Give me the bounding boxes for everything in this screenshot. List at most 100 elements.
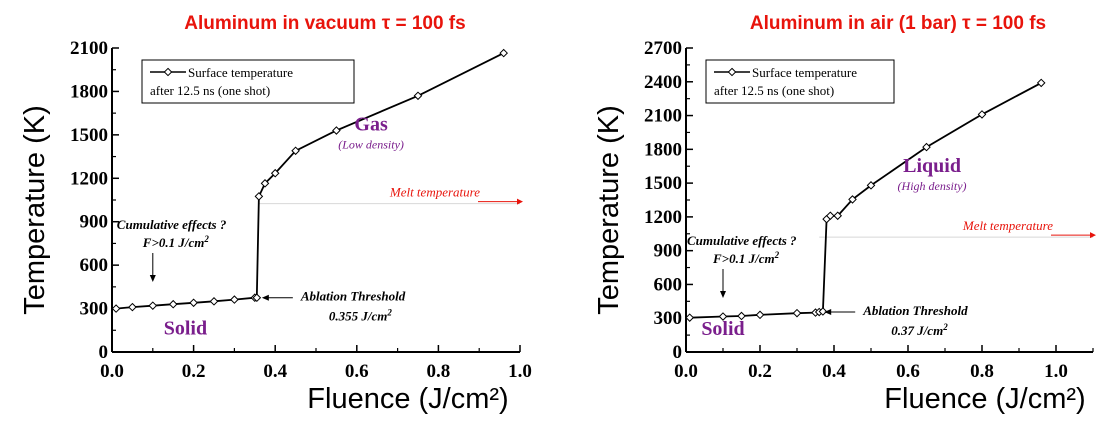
melt-temperature-label: Melt temperature: [962, 218, 1053, 233]
superscript: 2: [942, 322, 948, 332]
legend-label-line2: after 12.5 ns (one shot): [714, 83, 834, 98]
ablation-arrow-head: [824, 309, 832, 316]
melt-arrow-head: [517, 198, 523, 205]
ablation-arrow-head: [261, 294, 269, 301]
legend-label-line2: after 12.5 ns (one shot): [150, 83, 270, 98]
x-tick-label: 0.6: [345, 361, 369, 382]
y-tick-label: 0: [673, 342, 683, 363]
x-tick-label: 0.8: [970, 361, 994, 382]
data-point: [685, 313, 695, 322]
cumulative-effects-note: Cumulative effects ?: [687, 233, 797, 248]
data-point: [922, 142, 931, 152]
phase-label: Gas: [354, 114, 388, 136]
x-tick-label: 0.8: [427, 361, 451, 382]
x-tick-label: 0.4: [263, 361, 287, 382]
legend-label: Surface temperature: [752, 65, 857, 80]
data-point: [413, 91, 423, 101]
y-tick-label: 1200: [644, 207, 682, 228]
x-tick-label: 0.4: [822, 361, 846, 382]
cumulative-arrow-head: [149, 275, 156, 282]
superscript: 2: [386, 308, 392, 318]
x-axis-title: Fluence (J/cm²): [307, 383, 508, 415]
chart-panel-1: Aluminum in vacuum τ = 100 fs 0 300 600 900 1…: [19, 13, 532, 415]
data-point: [291, 146, 300, 156]
data-point: [128, 302, 137, 312]
y-tick-label: 2100: [70, 38, 108, 59]
ablation-threshold-value: 0.355 J/cm2: [329, 308, 393, 324]
y-tick-label: 2100: [644, 106, 682, 127]
x-tick-label: 0.0: [674, 361, 698, 382]
data-point: [168, 299, 178, 309]
y-tick-label: 300: [80, 299, 109, 320]
legend-label: Surface temperature: [188, 65, 293, 80]
phase-label: Liquid: [903, 155, 961, 177]
legend-marker-sample: [163, 67, 173, 77]
melt-temperature-label: Melt temperature: [389, 185, 480, 200]
x-tick-label: 0.2: [748, 361, 772, 382]
x-tick-label: 1.0: [1044, 361, 1068, 382]
data-point: [755, 310, 765, 320]
ablation-threshold-value: 0.37 J/cm2: [891, 322, 948, 338]
phase-sublabel: (High density): [898, 179, 967, 193]
cumulative-effects-note: Cumulative effects ?: [117, 217, 227, 232]
data-point: [332, 126, 341, 135]
y-tick-label: 300: [654, 308, 683, 329]
data-point: [252, 293, 262, 303]
phase-sublabel: (Low density): [338, 138, 404, 152]
legend-box: [705, 59, 895, 104]
y-tick-label: 2400: [644, 72, 682, 93]
x-axis-title: Fluence (J/cm²): [884, 383, 1085, 415]
data-point: [737, 311, 746, 321]
data-point: [977, 110, 987, 119]
ablation-threshold-note: Ablation Threshold: [862, 303, 968, 318]
phase-label: Solid: [164, 318, 207, 340]
data-point: [1036, 78, 1046, 88]
cumulative-arrow-head: [720, 291, 726, 298]
y-tick-label: 1500: [644, 173, 682, 194]
superscript: 2: [774, 250, 780, 260]
y-tick-label: 600: [80, 255, 109, 276]
data-point: [189, 298, 198, 308]
y-tick-label: 0: [99, 342, 109, 363]
data-point: [825, 211, 835, 221]
x-tick-label: 1.0: [508, 361, 532, 382]
data-point: [148, 301, 158, 310]
y-tick-label: 1200: [70, 168, 108, 189]
y-tick-label: 900: [654, 241, 683, 262]
x-tick-label: 0.6: [896, 361, 920, 382]
data-point: [499, 48, 508, 58]
y-tick-label: 2700: [644, 38, 682, 59]
superscript: 2: [203, 234, 209, 244]
y-tick-label: 1800: [70, 81, 108, 102]
data-point: [254, 192, 264, 201]
y-tick-label: 600: [654, 274, 683, 295]
data-point: [230, 295, 239, 304]
y-tick-label: 1800: [644, 139, 682, 160]
data-point: [270, 168, 280, 178]
data-point: [866, 181, 876, 190]
phase-label: Solid: [701, 318, 744, 340]
data-point: [792, 308, 802, 318]
x-tick-label: 0.2: [182, 361, 206, 382]
data-point: [209, 297, 219, 306]
melt-arrow-head: [1090, 232, 1096, 239]
y-tick-label: 1500: [70, 125, 108, 146]
cumulative-fluence-note: F>0.1 J/cm2: [142, 234, 210, 250]
data-point: [111, 304, 121, 313]
data-point: [718, 312, 728, 321]
data-point: [260, 179, 270, 188]
y-tick-label: 900: [80, 212, 109, 233]
chart-title: Aluminum in vacuum τ = 100 fs: [184, 13, 465, 34]
data-point: [833, 211, 843, 221]
series-line: [689, 82, 1042, 319]
chart-title: Aluminum in air (1 bar) τ = 100 fs: [750, 13, 1046, 34]
y-axis-title: Temperature (K): [593, 105, 625, 315]
legend-marker-sample: [727, 67, 737, 77]
data-point: [848, 195, 857, 204]
chart-panel-2: Aluminum in air (1 bar) τ = 100 fs 0 300 60…: [593, 13, 1096, 415]
ablation-threshold-note: Ablation Threshold: [300, 289, 406, 304]
cumulative-fluence-note: F>0.1 J/cm2: [712, 250, 780, 266]
data-point: [818, 307, 828, 316]
legend-box: [141, 59, 355, 104]
